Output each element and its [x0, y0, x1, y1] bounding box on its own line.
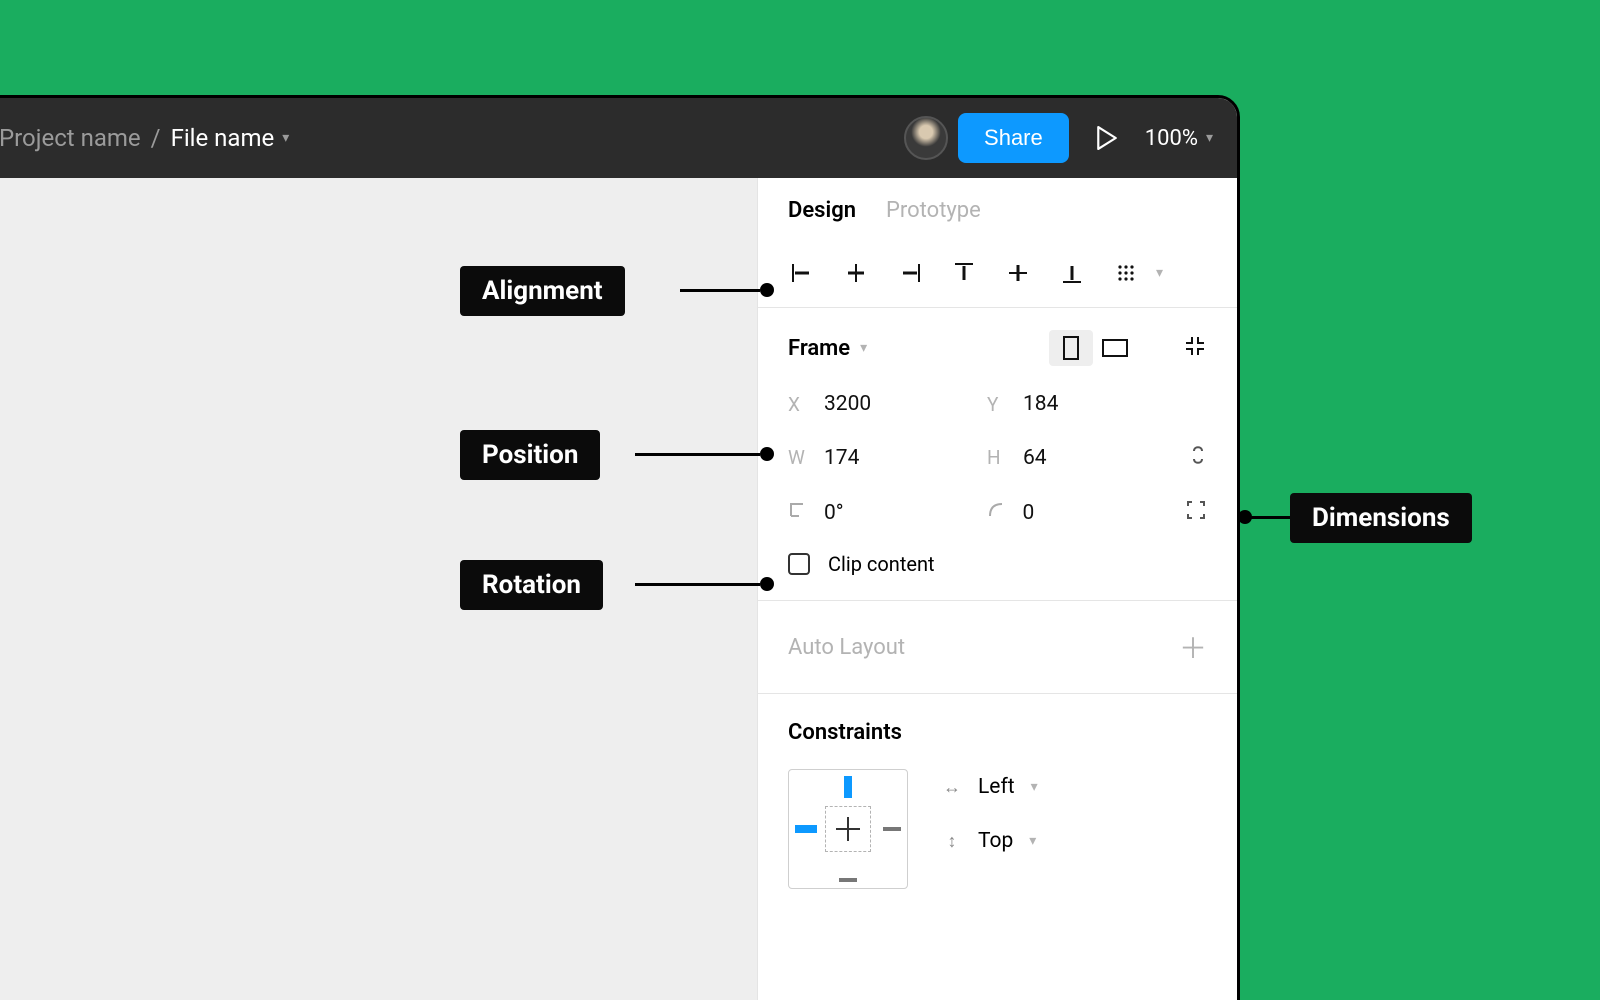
- auto-layout-label: Auto Layout: [788, 635, 905, 660]
- constraint-bottom[interactable]: [839, 878, 857, 882]
- play-icon[interactable]: [1079, 126, 1135, 150]
- callout-position: Position: [460, 430, 600, 480]
- callout-dimensions: Dimensions: [1290, 493, 1472, 543]
- resize-to-fit-icon[interactable]: [1183, 334, 1207, 363]
- dimensions-row: W 174 H 64: [788, 442, 1207, 473]
- align-top-icon[interactable]: [950, 259, 978, 287]
- orientation-toggle: [1049, 330, 1137, 366]
- constraint-vertical-select[interactable]: ↕ Top ▾: [942, 829, 1038, 853]
- align-hcenter-icon[interactable]: [842, 259, 870, 287]
- file-name[interactable]: File name ▾: [171, 124, 290, 152]
- align-left-icon[interactable]: [788, 259, 816, 287]
- orientation-landscape[interactable]: [1093, 330, 1137, 366]
- constraints-widget[interactable]: [788, 769, 908, 889]
- distribute-icon[interactable]: [1112, 259, 1140, 287]
- corner-radius-value: 0: [1023, 501, 1035, 525]
- position-row: X 3200 Y 184: [788, 392, 1207, 416]
- rotation-row: 0° 0: [788, 499, 1207, 526]
- align-vcenter-icon[interactable]: [1004, 259, 1032, 287]
- corner-radius-field[interactable]: 0: [987, 501, 1172, 525]
- constraint-v-value: Top: [978, 829, 1013, 853]
- chevron-down-icon[interactable]: ▾: [1156, 265, 1163, 281]
- align-right-icon[interactable]: [896, 259, 924, 287]
- constraint-h-value: Left: [978, 775, 1015, 799]
- file-name-label: File name: [171, 124, 275, 152]
- orientation-portrait[interactable]: [1049, 330, 1093, 366]
- breadcrumb: Project name / File name ▾: [0, 124, 289, 152]
- constraint-right[interactable]: [883, 827, 901, 831]
- share-button[interactable]: Share: [958, 113, 1069, 163]
- topbar: Project name / File name ▾ Share 100% ▾: [0, 98, 1237, 178]
- zoom-control[interactable]: 100% ▾: [1145, 126, 1213, 151]
- chevron-down-icon: ▾: [1206, 130, 1213, 146]
- y-value: 184: [1023, 392, 1058, 416]
- zoom-label: 100%: [1145, 126, 1198, 151]
- inspector-panel: Design Prototype: [757, 178, 1237, 1000]
- add-auto-layout-icon[interactable]: ＋: [1179, 627, 1207, 667]
- vertical-arrow-icon: ↕: [942, 831, 962, 852]
- tab-design[interactable]: Design: [788, 198, 856, 223]
- auto-layout-section: Auto Layout ＋: [758, 601, 1237, 693]
- h-key: H: [987, 446, 1009, 469]
- constraints-label: Constraints: [788, 720, 1207, 745]
- project-name[interactable]: Project name: [0, 124, 141, 152]
- rotation-value: 0°: [824, 501, 844, 525]
- breadcrumb-separator: /: [151, 124, 161, 152]
- horizontal-arrow-icon: ↔: [942, 777, 962, 798]
- app-window: Project name / File name ▾ Share 100% ▾ …: [0, 95, 1240, 1000]
- rotation-field[interactable]: 0°: [788, 501, 973, 525]
- chevron-down-icon[interactable]: ▾: [282, 130, 289, 146]
- h-value: 64: [1023, 446, 1047, 470]
- align-bottom-icon[interactable]: [1058, 259, 1086, 287]
- x-field[interactable]: X 3200: [788, 392, 973, 416]
- clip-content-field[interactable]: Clip content: [788, 552, 1207, 576]
- chevron-down-icon: ▾: [1031, 779, 1038, 795]
- independent-corners-icon[interactable]: [1185, 499, 1207, 526]
- corner-radius-icon: [987, 501, 1009, 524]
- w-value: 174: [824, 446, 859, 470]
- tab-prototype[interactable]: Prototype: [886, 198, 981, 223]
- rotation-icon: [788, 501, 810, 524]
- constraint-top[interactable]: [844, 776, 852, 798]
- inspector-tabs: Design Prototype: [758, 178, 1237, 239]
- frame-section: Frame ▾: [758, 308, 1237, 600]
- avatar[interactable]: [904, 116, 948, 160]
- alignment-controls: ▾: [758, 239, 1237, 307]
- width-field[interactable]: W 174: [788, 446, 973, 470]
- chevron-down-icon[interactable]: ▾: [860, 340, 867, 356]
- frame-label[interactable]: Frame: [788, 336, 850, 361]
- clip-content-label: Clip content: [828, 552, 935, 576]
- constrain-proportions-icon[interactable]: [1189, 442, 1207, 473]
- chevron-down-icon: ▾: [1029, 833, 1036, 849]
- callout-rotation: Rotation: [460, 560, 603, 610]
- height-field[interactable]: H 64: [987, 446, 1172, 470]
- y-field[interactable]: Y 184: [987, 392, 1172, 416]
- constraints-section: Constraints ↔ Left ▾: [758, 694, 1237, 915]
- constraint-left[interactable]: [795, 825, 817, 833]
- w-key: W: [788, 446, 810, 469]
- x-value: 3200: [824, 392, 871, 416]
- constraint-horizontal-select[interactable]: ↔ Left ▾: [942, 775, 1038, 799]
- clip-content-checkbox[interactable]: [788, 553, 810, 575]
- callout-alignment: Alignment: [460, 266, 625, 316]
- y-key: Y: [987, 393, 1009, 416]
- canvas[interactable]: [0, 178, 757, 1000]
- x-key: X: [788, 393, 810, 416]
